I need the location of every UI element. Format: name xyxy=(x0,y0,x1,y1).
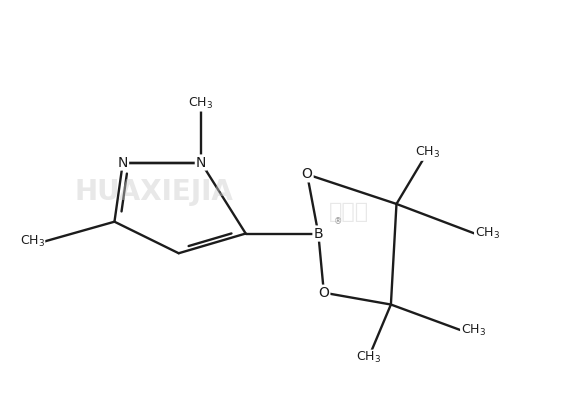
Text: CH$_3$: CH$_3$ xyxy=(415,145,440,160)
Text: N: N xyxy=(118,156,128,170)
Text: N: N xyxy=(196,156,206,170)
Text: CH$_3$: CH$_3$ xyxy=(356,350,381,365)
Text: CH$_3$: CH$_3$ xyxy=(475,226,500,241)
Text: O: O xyxy=(302,167,312,181)
Text: CH$_3$: CH$_3$ xyxy=(461,323,486,338)
Text: 化学加: 化学加 xyxy=(329,202,369,222)
Text: CH$_3$: CH$_3$ xyxy=(20,234,45,249)
Text: B: B xyxy=(314,226,323,240)
Text: HUAXIEJIA: HUAXIEJIA xyxy=(74,178,233,206)
Text: ®: ® xyxy=(334,217,342,226)
Text: O: O xyxy=(319,286,329,300)
Text: CH$_3$: CH$_3$ xyxy=(188,96,214,111)
